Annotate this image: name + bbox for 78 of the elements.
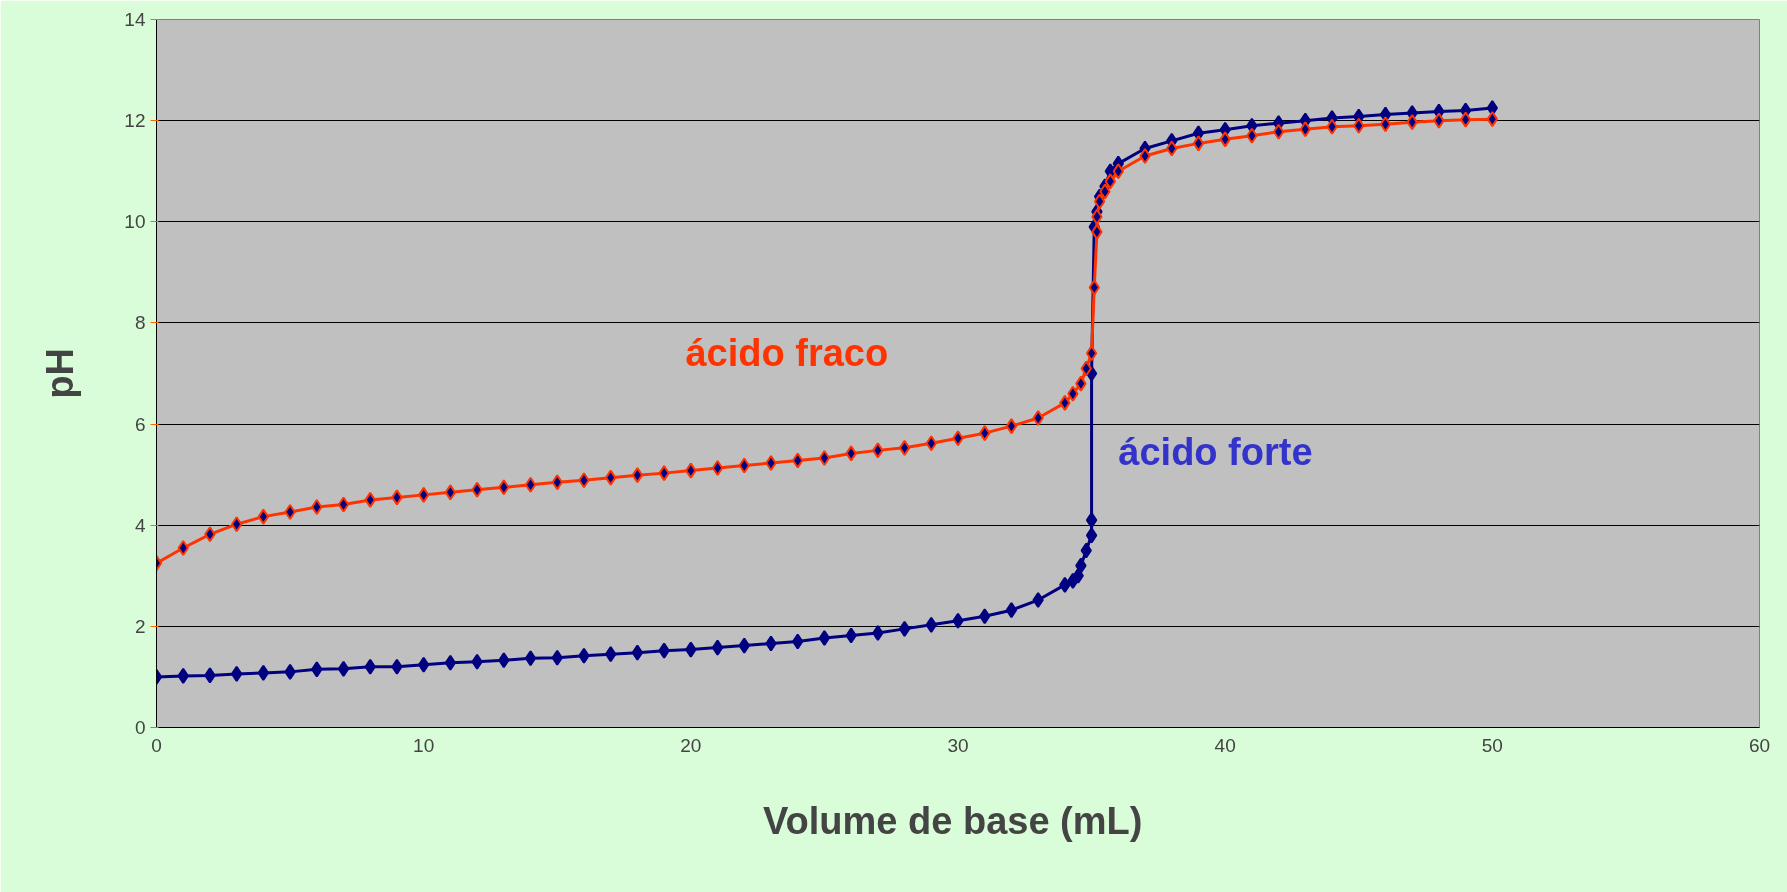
point bbox=[551, 474, 563, 491]
point bbox=[177, 539, 189, 556]
point bbox=[1326, 118, 1338, 135]
y-tick-label: 12 bbox=[124, 110, 146, 132]
point bbox=[1112, 163, 1124, 180]
point bbox=[230, 516, 243, 533]
point bbox=[311, 499, 323, 516]
point bbox=[1080, 360, 1092, 377]
series-label: ácido fraco bbox=[685, 331, 889, 374]
point bbox=[1192, 135, 1205, 152]
point bbox=[1093, 193, 1106, 210]
y-tick-label: 4 bbox=[134, 514, 146, 536]
point bbox=[1075, 375, 1087, 392]
y-axis-title: pH bbox=[39, 348, 82, 399]
point bbox=[364, 491, 376, 508]
x-tick-label: 40 bbox=[1214, 734, 1236, 756]
point bbox=[925, 435, 937, 452]
point bbox=[1272, 123, 1285, 140]
point bbox=[204, 526, 216, 543]
point bbox=[1104, 173, 1116, 190]
point bbox=[257, 508, 270, 525]
x-axis-title: Volume de base (mL) bbox=[763, 799, 1143, 842]
point bbox=[391, 489, 403, 506]
series-label: ácido forte bbox=[1118, 430, 1313, 473]
point bbox=[1486, 111, 1498, 128]
point bbox=[1059, 394, 1071, 411]
point bbox=[498, 479, 510, 496]
point bbox=[1379, 116, 1392, 133]
point bbox=[1085, 345, 1098, 362]
point bbox=[1005, 418, 1018, 435]
point bbox=[1032, 410, 1044, 426]
point bbox=[738, 457, 750, 474]
point bbox=[1166, 140, 1178, 157]
point bbox=[578, 472, 590, 489]
x-tick-label: 10 bbox=[413, 734, 435, 756]
point bbox=[1219, 131, 1231, 148]
y-tick-label: 8 bbox=[134, 312, 146, 334]
point bbox=[1433, 112, 1445, 129]
point bbox=[1088, 279, 1100, 296]
y-tick-label: 2 bbox=[134, 615, 146, 637]
point bbox=[284, 504, 296, 521]
point bbox=[952, 430, 964, 447]
point bbox=[711, 460, 724, 477]
point bbox=[685, 462, 697, 479]
point bbox=[524, 476, 537, 493]
point bbox=[1067, 385, 1079, 402]
y-tick-label: 10 bbox=[124, 211, 146, 233]
point bbox=[979, 425, 991, 442]
y-tick-label: 0 bbox=[134, 717, 146, 738]
point bbox=[792, 452, 804, 469]
x-tick-label: 0 bbox=[151, 734, 162, 756]
point bbox=[605, 469, 617, 486]
point bbox=[444, 484, 457, 501]
point bbox=[872, 442, 884, 459]
x-tick-label: 20 bbox=[680, 734, 702, 756]
point bbox=[631, 467, 644, 484]
point bbox=[471, 481, 483, 498]
x-tick-label: 30 bbox=[947, 734, 969, 756]
point bbox=[898, 439, 911, 456]
point bbox=[818, 449, 831, 466]
point bbox=[658, 465, 670, 482]
point bbox=[845, 445, 857, 462]
point bbox=[1091, 223, 1103, 240]
x-tick-label: 60 bbox=[1748, 734, 1771, 756]
y-tick-label: 14 bbox=[124, 9, 146, 30]
point bbox=[1099, 183, 1111, 200]
x-tick-label: 50 bbox=[1481, 734, 1503, 756]
point bbox=[1091, 208, 1103, 225]
point bbox=[1406, 114, 1418, 131]
point bbox=[1139, 148, 1151, 165]
point bbox=[1353, 117, 1365, 134]
point bbox=[337, 496, 350, 513]
point bbox=[1299, 121, 1311, 138]
point bbox=[1459, 111, 1472, 128]
point bbox=[1246, 127, 1258, 144]
y-tick-label: 6 bbox=[134, 413, 146, 435]
point bbox=[765, 455, 777, 472]
point bbox=[418, 486, 430, 503]
